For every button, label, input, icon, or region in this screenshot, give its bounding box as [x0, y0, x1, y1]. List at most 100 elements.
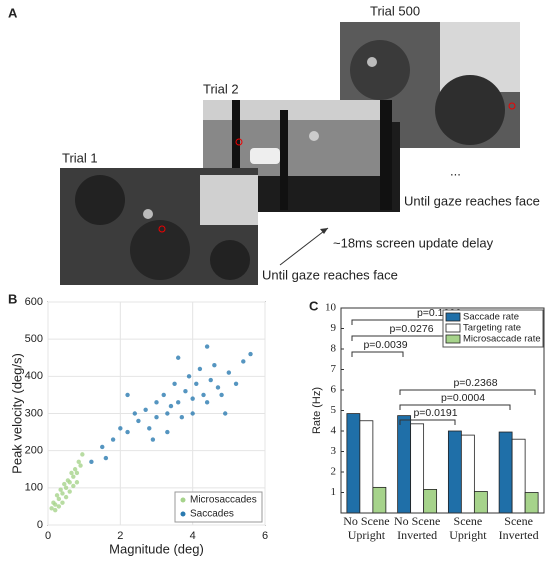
scatter-point	[67, 489, 72, 494]
bar	[346, 413, 361, 514]
scatter-point	[147, 426, 152, 431]
legend-label: Microsaccades	[190, 495, 257, 506]
scatter-point	[118, 426, 123, 431]
x-tick-label: No Scene	[343, 514, 389, 528]
ellipsis: ...	[450, 163, 461, 178]
x-tick-label: Upright	[348, 528, 386, 542]
trial-label: Trial 500	[370, 3, 420, 18]
scatter-point	[69, 470, 74, 476]
bar	[397, 415, 412, 514]
scatter-point	[53, 507, 58, 513]
bar	[524, 492, 539, 514]
scatter-point	[197, 366, 203, 372]
legend-label: Targeting rate	[463, 323, 521, 334]
y-tick-label: 500	[25, 333, 43, 345]
scatter-point	[49, 506, 54, 511]
x-tick-label: No Scene	[394, 514, 440, 528]
scatter-point	[89, 459, 94, 465]
scatter-point	[194, 381, 199, 386]
arrow	[279, 227, 329, 266]
scatter-point	[248, 351, 253, 357]
scatter-point	[212, 362, 217, 368]
scatter-point	[125, 429, 130, 435]
arrow-head	[320, 228, 328, 234]
scatter-point	[72, 467, 78, 472]
bar	[473, 491, 488, 514]
scatter-point	[179, 415, 185, 420]
bar	[410, 423, 425, 514]
p-value: p=0.0191	[413, 407, 457, 419]
p-value: p=0.0039	[363, 339, 407, 351]
significance-bracket	[399, 419, 456, 425]
scatter-point	[176, 400, 181, 405]
y-tick-label: 7	[331, 363, 337, 375]
bar	[511, 438, 526, 514]
scatter-point	[60, 491, 65, 496]
scatter-point	[233, 381, 239, 386]
x-tick-label: 6	[262, 530, 268, 542]
scatter-point	[125, 392, 130, 398]
panel-label: A	[8, 5, 18, 20]
scatter-point	[71, 483, 76, 489]
legend-marker	[445, 312, 461, 322]
y-tick-label: 600	[25, 296, 43, 308]
y-tick-label: 5	[331, 404, 337, 416]
legend-label: Saccades	[190, 509, 234, 520]
scatter-point	[219, 392, 224, 398]
x-tick-label: Scene	[504, 514, 533, 528]
panel-label: C	[309, 298, 319, 313]
scatter-point	[62, 481, 67, 487]
scatter-point	[54, 493, 60, 498]
bar	[372, 486, 387, 514]
scatter-point	[78, 463, 83, 468]
panel-label: B	[8, 291, 17, 306]
scatter-point	[143, 407, 148, 412]
y-tick-label: 300	[25, 407, 43, 419]
scatter-point	[154, 400, 159, 405]
legend-label: Microsaccade rate	[463, 334, 541, 345]
y-tick-label: 1	[331, 486, 337, 498]
y-tick-label: 8	[331, 343, 337, 355]
scatter-point	[74, 470, 80, 476]
scatter-point	[190, 411, 195, 416]
x-tick-label: 0	[45, 530, 51, 542]
p-value: p=0.2368	[453, 377, 497, 389]
scatter-point	[168, 403, 174, 409]
y-tick-label: 100	[25, 482, 43, 494]
p-value: p=0.0004	[441, 392, 485, 404]
y-tick-label: 2	[331, 466, 337, 478]
scatter-point	[176, 355, 181, 360]
scatter-point	[172, 381, 177, 386]
y-tick-label: 200	[25, 445, 43, 457]
scatter-point	[241, 359, 246, 364]
caption: Until gaze reaches face	[262, 267, 398, 282]
y-tick-label: 4	[331, 425, 337, 437]
scatter-point	[63, 485, 69, 491]
y-tick-label: 0	[37, 519, 43, 531]
bar	[447, 430, 462, 514]
scatter-point	[136, 418, 141, 424]
scatter-point	[161, 392, 166, 398]
scatter-point	[150, 437, 156, 442]
legend-marker	[445, 323, 461, 333]
scatter-point	[71, 474, 76, 479]
bar	[498, 431, 513, 514]
scatter-point	[58, 487, 63, 492]
x-axis-label: Magnitude (deg)	[109, 541, 204, 556]
scatter-point	[74, 480, 80, 485]
scatter-point	[103, 455, 109, 461]
trial-label: Trial 2	[203, 81, 239, 96]
plot-frame	[340, 307, 545, 514]
scatter-point	[60, 500, 65, 505]
scatter-point	[223, 411, 228, 416]
scatter-point	[190, 396, 195, 401]
x-tick-label: 2	[117, 530, 123, 542]
y-axis-label: Peak velocity (deg/s)	[9, 353, 24, 474]
scatter-point	[56, 504, 62, 509]
caption: ~18ms screen update delay	[333, 235, 494, 250]
scatter-point	[165, 411, 170, 416]
photo-trial-1	[60, 168, 258, 285]
legend-box	[174, 491, 263, 523]
scatter-point	[186, 374, 192, 379]
y-axis-label: Rate (Hz)	[311, 387, 323, 434]
